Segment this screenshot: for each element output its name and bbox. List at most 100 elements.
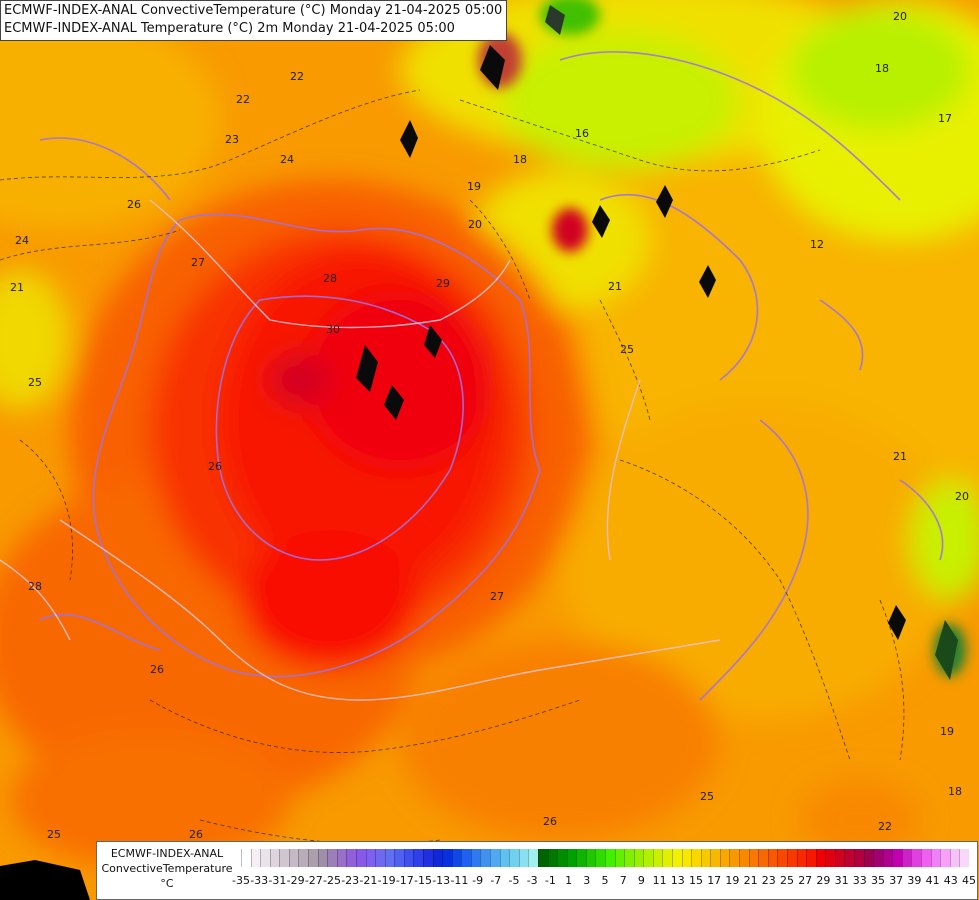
map-label: 27 — [490, 590, 504, 603]
legend-swatch — [241, 849, 251, 867]
legend-tick-label: -29 — [286, 874, 305, 887]
legend-swatch — [691, 849, 701, 867]
legend-swatch — [260, 849, 270, 867]
map-label: 19 — [940, 725, 954, 738]
legend-tick-label: 13 — [670, 874, 685, 887]
map-label: 21 — [608, 280, 622, 293]
legend-swatch — [786, 849, 797, 867]
legend-tick-label: 45 — [962, 874, 976, 887]
legend-swatch — [672, 849, 682, 867]
map-label: 27 — [191, 256, 205, 269]
legend-tick-label: 7 — [619, 874, 627, 887]
legend-swatch — [355, 849, 366, 867]
legend-swatch — [557, 849, 567, 867]
legend-swatch — [806, 849, 816, 867]
legend-tick-label: -23 — [341, 874, 360, 887]
legend-swatch — [748, 849, 759, 867]
map-label: 23 — [225, 133, 239, 146]
legend-swatch — [336, 849, 347, 867]
legend-tick-label: 23 — [761, 874, 776, 887]
legend-swatch — [442, 849, 452, 867]
legend-swatch — [739, 849, 749, 867]
legend-tick-label: -21 — [359, 874, 378, 887]
legend-swatch — [528, 849, 538, 867]
legend-tick-label: 43 — [943, 874, 958, 887]
legend-swatch — [901, 849, 912, 867]
legend-swatch — [518, 849, 529, 867]
legend-swatch — [279, 849, 289, 867]
legend-swatch — [451, 849, 462, 867]
map-label: 21 — [893, 450, 907, 463]
legend-swatch — [317, 849, 328, 867]
legend-swatch — [250, 849, 261, 867]
legend-tick-label: -15 — [414, 874, 432, 887]
legend-swatch — [767, 849, 778, 867]
legend-tick-label: 3 — [583, 874, 591, 887]
legend-tick-label: 5 — [601, 874, 609, 887]
legend-swatch — [461, 849, 471, 867]
legend-swatch — [614, 849, 625, 867]
legend-tick-label: -31 — [268, 874, 287, 887]
map-label: 25 — [620, 343, 634, 356]
map-label: 18 — [513, 153, 527, 166]
map-label: 28 — [323, 272, 337, 285]
legend-tick-label: 25 — [780, 874, 794, 887]
legend-swatch — [652, 849, 663, 867]
map-label: 26 — [189, 828, 203, 841]
legend-tick-label: -11 — [450, 874, 469, 887]
legend-swatch — [470, 849, 481, 867]
legend-swatch — [949, 849, 960, 867]
legend-swatch — [892, 849, 902, 867]
legend-tick-label: 41 — [925, 874, 940, 887]
legend-swatch — [269, 849, 280, 867]
legend-tick-label: 39 — [907, 874, 922, 887]
map-label: 22 — [236, 93, 250, 106]
legend-swatch — [298, 849, 309, 867]
map-label: 22 — [290, 70, 304, 83]
legend-swatch — [854, 849, 864, 867]
map-label: 18 — [875, 62, 889, 75]
legend-swatch — [882, 849, 893, 867]
legend-swatches — [241, 849, 969, 867]
legend-swatch — [384, 849, 395, 867]
legend-swatch — [576, 849, 586, 867]
legend-swatch — [643, 849, 653, 867]
legend-swatch — [308, 849, 318, 867]
map-label: 12 — [810, 238, 824, 251]
legend-swatch — [480, 849, 491, 867]
legend-swatch — [403, 849, 414, 867]
legend-swatch — [815, 849, 826, 867]
legend-tick-label: 15 — [689, 874, 703, 887]
legend-tick-label: 1 — [565, 874, 573, 887]
legend-swatch — [595, 849, 605, 867]
legend-tick-label: -27 — [304, 874, 323, 887]
map-label: 26 — [208, 460, 222, 473]
color-legend: ECMWF-INDEX-ANAL ConvectiveTemperature °… — [96, 841, 978, 900]
legend-tick-label: 19 — [725, 874, 740, 887]
legend-swatch — [346, 849, 356, 867]
map-label: 26 — [150, 663, 164, 676]
legend-line-1: ECMWF-INDEX-ANAL — [110, 847, 224, 860]
legend-swatch — [940, 849, 950, 867]
title-line-2: ECMWF-INDEX-ANAL Temperature (°C) 2m Mon… — [4, 21, 455, 36]
map-label: 21 — [10, 281, 24, 294]
legend-tick-label: 35 — [871, 874, 885, 887]
map-label: 28 — [28, 580, 42, 593]
legend-tick-label: 21 — [743, 874, 758, 887]
legend-ticks: -35 -33 -31 -29 -27 -25 -23 -21 -19 -17 -15 -13 -11-… — [232, 874, 976, 890]
map-label: 20 — [468, 218, 482, 231]
map-label: 22 — [878, 820, 892, 833]
legend-swatch — [633, 849, 644, 867]
legend-swatch — [863, 849, 874, 867]
map-label: 24 — [280, 153, 294, 166]
map-label: 24 — [15, 234, 29, 247]
map-label: 19 — [467, 180, 481, 193]
coastline-shape — [0, 860, 90, 900]
legend-swatch — [921, 849, 931, 867]
legend-swatch — [796, 849, 807, 867]
map-label: 25 — [700, 790, 714, 803]
title-line-1: ECMWF-INDEX-ANAL ConvectiveTemperature (… — [4, 3, 503, 18]
legend-swatch — [873, 849, 883, 867]
